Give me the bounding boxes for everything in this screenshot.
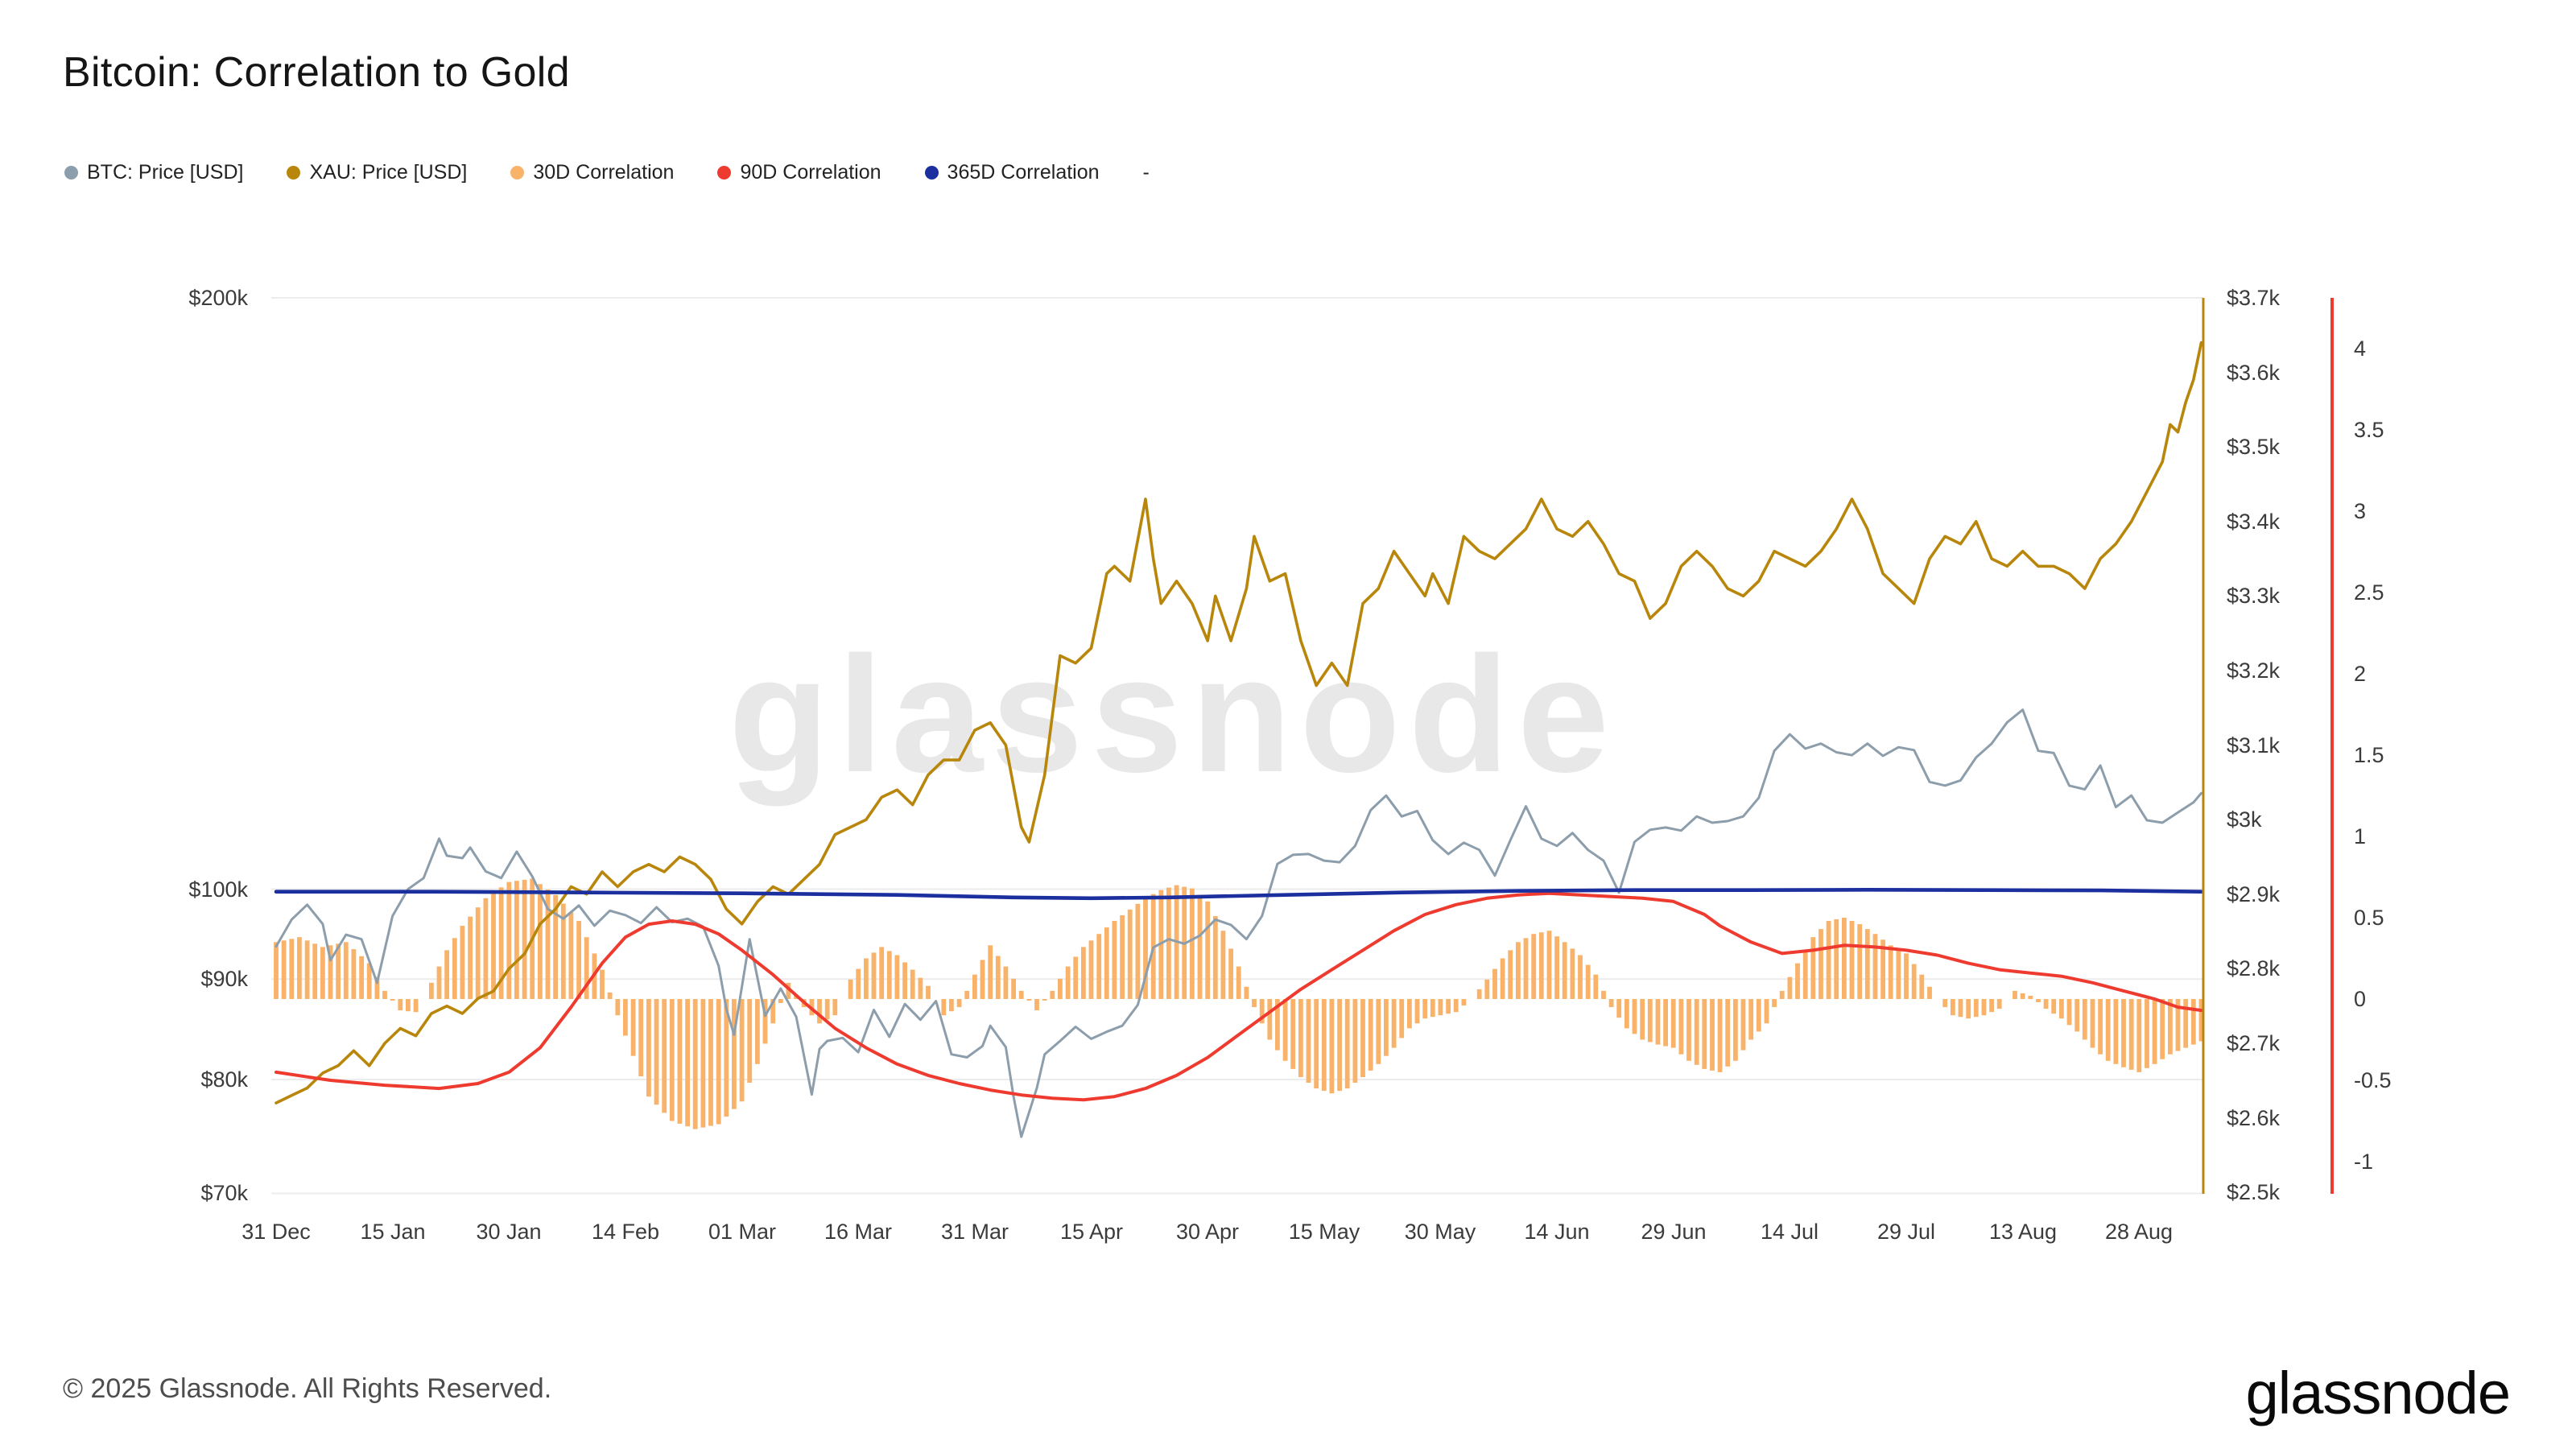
legend-dot-365d-correlation xyxy=(924,166,939,180)
x-axis-tick: 14 Jun xyxy=(1524,1220,1590,1244)
btc-axis-tick: $200k xyxy=(188,286,248,310)
btc-price-usd-line xyxy=(275,708,2202,1138)
correlation-axis-tick: -1 xyxy=(2354,1150,2374,1174)
legend-item-dash[interactable]: - xyxy=(1143,161,1150,184)
gridlines xyxy=(271,297,2203,1195)
legend-dot-90d-correlation xyxy=(717,166,732,180)
legend-item-365d-correlation[interactable]: 365D Correlation xyxy=(924,161,1100,184)
correlation-axis-tick: 1 xyxy=(2354,824,2367,848)
x-axis-tick: 28 Aug xyxy=(2104,1220,2174,1244)
gold-axis-tick: $2.9k xyxy=(2227,882,2281,906)
gold-axis-tick: $2.5k xyxy=(2227,1180,2281,1204)
xau-price-usd-line xyxy=(275,341,2203,1104)
legend-label: 30D Correlation xyxy=(533,161,675,184)
btc-axis-tick: $100k xyxy=(188,877,248,902)
gold-axis-tick: $3.7k xyxy=(2227,286,2281,310)
x-axis-tick: 01 Mar xyxy=(708,1220,777,1244)
x-axis-tick: 15 May xyxy=(1288,1220,1360,1244)
gold-axis-tick: $3.3k xyxy=(2227,584,2281,608)
page-title: Bitcoin: Correlation to Gold xyxy=(63,49,570,96)
x-axis-tick: 14 Jul xyxy=(1760,1220,1819,1244)
correlation-axis-tick: -0.5 xyxy=(2354,1068,2392,1092)
correlation-axis-tick: 0.5 xyxy=(2354,906,2384,930)
glassnode-watermark: glassnode xyxy=(729,622,1617,807)
legend-label: BTC: Price [USD] xyxy=(87,161,244,184)
legend-item-xau-price-usd[interactable]: XAU: Price [USD] xyxy=(287,161,467,184)
correlation-axis-tick: 4 xyxy=(2354,336,2367,361)
legend-item-90d-correlation[interactable]: 90D Correlation xyxy=(717,161,881,184)
x-axis-tick: 30 Jan xyxy=(476,1220,542,1244)
gold-axis-tick: $2.8k xyxy=(2227,956,2281,980)
legend-label: XAU: Price [USD] xyxy=(309,161,468,184)
x-axis-tick: 31 Dec xyxy=(242,1220,311,1244)
legend-item-30d-correlation[interactable]: 30D Correlation xyxy=(510,161,674,184)
gold-axis-tick: $3k xyxy=(2227,807,2262,832)
legend-label: 90D Correlation xyxy=(740,161,881,184)
glassnode-logo: glassnode xyxy=(2245,1360,2511,1426)
x-axis-tick: 13 Aug xyxy=(1988,1220,2058,1244)
btc-axis-tick: $90k xyxy=(200,967,248,991)
gold-axis-tick: $3.1k xyxy=(2227,733,2281,758)
correlation-axis-tick: 2.5 xyxy=(2354,580,2384,605)
365d-correlation-line xyxy=(274,888,2203,901)
legend-dot-30d-correlation xyxy=(510,166,525,180)
x-axis-tick: 15 Jan xyxy=(360,1220,426,1244)
legend-label: - xyxy=(1142,161,1150,184)
x-axis-tick: 15 Apr xyxy=(1059,1220,1124,1244)
legend: BTC: Price [USD] XAU: Price [USD] 30D Corr… xyxy=(64,161,1150,184)
90d-correlation-line xyxy=(275,891,2203,1102)
correlation-axis-tick: 3.5 xyxy=(2354,418,2384,442)
gold-axis-tick: $3.5k xyxy=(2227,435,2281,459)
gold-axis-tick: $3.6k xyxy=(2227,361,2281,385)
correlation-axis-tick: 1.5 xyxy=(2354,743,2384,767)
gold-axis-tick: $2.7k xyxy=(2227,1031,2281,1055)
correlation-axis-tick: 2 xyxy=(2354,662,2367,686)
gold-axis-tick: $3.2k xyxy=(2227,658,2281,683)
footer-copyright: © 2025 Glassnode. All Rights Reserved. xyxy=(63,1373,552,1404)
x-axis-tick: 29 Jun xyxy=(1641,1220,1707,1244)
x-axis-tick: 31 Mar xyxy=(940,1220,1009,1244)
correlation-axis-tick: 0 xyxy=(2354,987,2367,1011)
gold-axis-tick: $2.6k xyxy=(2227,1106,2281,1130)
x-axis-tick: 30 May xyxy=(1404,1220,1476,1244)
x-axis-tick: 14 Feb xyxy=(591,1220,660,1244)
btc-axis-tick: $80k xyxy=(200,1067,248,1092)
legend-item-btc-price-usd[interactable]: BTC: Price [USD] xyxy=(64,161,243,184)
x-axis-tick: 29 Jul xyxy=(1876,1220,1936,1244)
legend-dot-xau-price-usd xyxy=(287,166,301,180)
30d-correlation-bars xyxy=(274,878,2204,1129)
x-axis-tick: 16 Mar xyxy=(824,1220,893,1244)
gold-axis-tick: $3.4k xyxy=(2227,510,2281,534)
x-axis-tick: 30 Apr xyxy=(1175,1220,1240,1244)
legend-label: 365D Correlation xyxy=(947,161,1100,184)
correlation-axis-tick: 3 xyxy=(2354,499,2367,523)
legend-dot-btc-price-usd xyxy=(64,166,78,180)
btc-axis-tick: $70k xyxy=(200,1181,248,1205)
